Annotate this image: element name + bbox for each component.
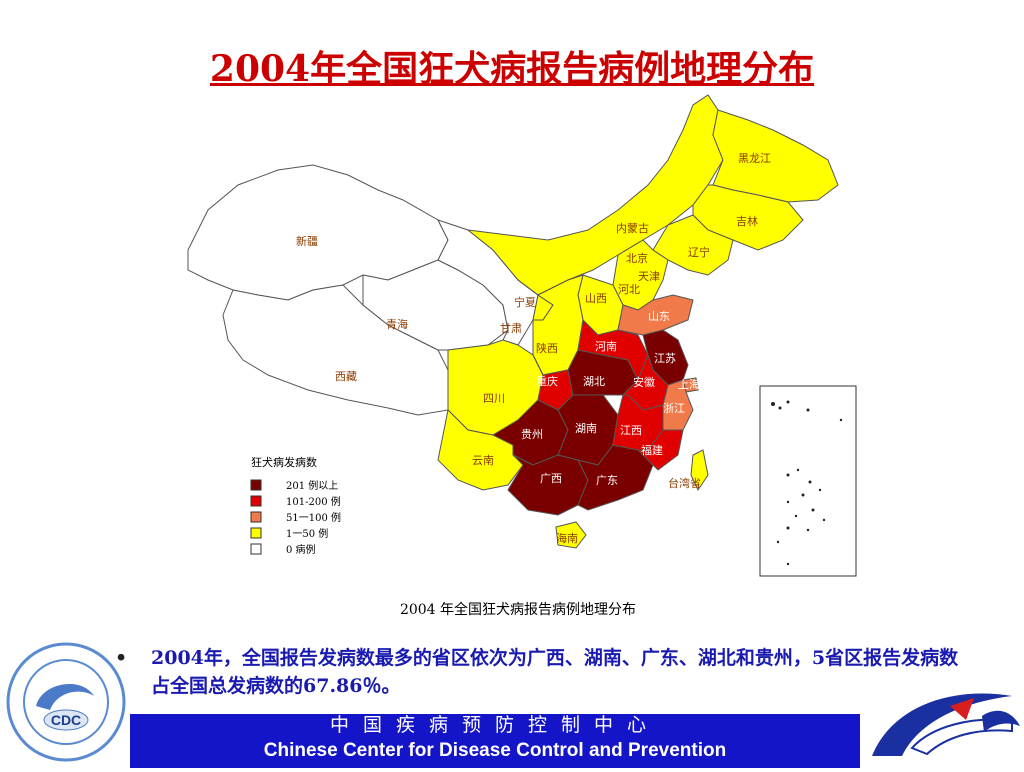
label-fujian: 福建 [641, 443, 663, 457]
label-taiwan: 台湾省 [668, 476, 701, 490]
region-jiangxi [612, 394, 664, 451]
footer-bar: 中国疾病预防控制中心 Chinese Center for Disease Co… [130, 714, 860, 768]
label-guangdong: 广东 [596, 474, 618, 487]
legend-label: 51一100 例 [286, 511, 341, 524]
cdc-logo-right [862, 676, 1024, 768]
label-tianjin: 天津 [638, 270, 660, 283]
label-jiangxi: 江西 [620, 424, 642, 437]
cdc-logo-text: CDC [51, 712, 81, 728]
region-henan [577, 318, 649, 382]
region-taiwan [690, 449, 709, 492]
cdc-logo-left: CDC [2, 636, 130, 768]
label-inner-mongolia: 内蒙古 [616, 221, 649, 235]
legend-swatch [250, 511, 262, 523]
legend-swatch [250, 479, 262, 491]
region-yunnan [437, 408, 524, 491]
label-ningxia: 宁夏 [514, 295, 536, 309]
label-shanghai: 上海 [678, 377, 700, 391]
label-hainan: 海南 [556, 531, 578, 545]
label-heilongjiang: 黑龙江 [738, 152, 771, 165]
label-henan: 河南 [595, 340, 617, 353]
region-heilongjiang [712, 109, 839, 203]
china-map: 黑龙江 吉林 辽宁 内蒙古 北京 天津 河北 山西 宁夏 陕西 四川 云南 海南… [148, 90, 888, 628]
legend-swatch [250, 527, 262, 539]
bullet-point: • 2004年，全国报告发病数最多的省区依次为广西、湖南、广东、湖北和贵州，5省… [115, 644, 965, 700]
footer-chinese-name: 中国疾病预防控制中心 [329, 714, 660, 736]
region-hainan [555, 521, 587, 549]
label-xinjiang: 新疆 [296, 234, 318, 248]
label-gansu: 甘肃 [500, 322, 522, 335]
region-jilin [692, 184, 804, 251]
label-hubei: 湖北 [583, 375, 605, 388]
label-qinghai: 青海 [386, 317, 408, 331]
label-guangxi: 广西 [540, 472, 562, 485]
region-fujian [636, 429, 684, 471]
legend-swatch [250, 543, 262, 555]
label-yunnan: 云南 [472, 454, 494, 467]
label-sichuan: 四川 [483, 392, 505, 405]
label-liaoning: 辽宁 [688, 245, 710, 259]
slide-title: 2004年全国狂犬病报告病例地理分布 [209, 48, 815, 90]
label-anhui: 安徽 [633, 375, 655, 389]
label-tibet: 西藏 [335, 370, 357, 383]
region-shandong [617, 294, 694, 336]
label-shandong: 山东 [648, 310, 670, 323]
china-map-svg: 黑龙江 吉林 辽宁 内蒙古 北京 天津 河北 山西 宁夏 陕西 四川 云南 海南… [187, 94, 857, 618]
region-guangdong [577, 444, 654, 511]
inset-islands [771, 400, 843, 566]
legend-label: 1一50 例 [286, 527, 328, 540]
south-china-sea-inset [759, 385, 857, 577]
legend-swatch [250, 495, 262, 507]
label-guizhou: 贵州 [521, 428, 543, 441]
legend-label: 0 病例 [286, 543, 316, 556]
legend-label: 201 例以上 [286, 479, 338, 492]
legend-title: 狂犬病发病数 [251, 455, 317, 469]
label-shaanxi: 陕西 [536, 341, 558, 355]
label-shanxi: 山西 [585, 292, 607, 305]
map-caption: 2004 年全国狂犬病报告病例地理分布 [400, 601, 636, 618]
legend: 201 例以上 101-200 例 51一100 例 1一50 例 0 病例 [250, 479, 341, 556]
label-hebei: 河北 [618, 283, 640, 296]
label-jiangsu: 江苏 [654, 352, 676, 365]
label-chongqing: 重庆 [536, 374, 558, 388]
label-jilin: 吉林 [736, 214, 758, 228]
label-hunan: 湖南 [575, 422, 597, 435]
bullet-text: 2004年，全国报告发病数最多的省区依次为广西、湖南、广东、湖北和贵州，5省区报… [151, 647, 959, 697]
bullet-symbol: • [115, 647, 128, 669]
legend-label: 101-200 例 [286, 495, 341, 508]
label-beijing: 北京 [626, 251, 648, 265]
label-zhejiang: 浙江 [663, 402, 685, 415]
footer-english-name: Chinese Center for Disease Control and P… [263, 740, 727, 761]
